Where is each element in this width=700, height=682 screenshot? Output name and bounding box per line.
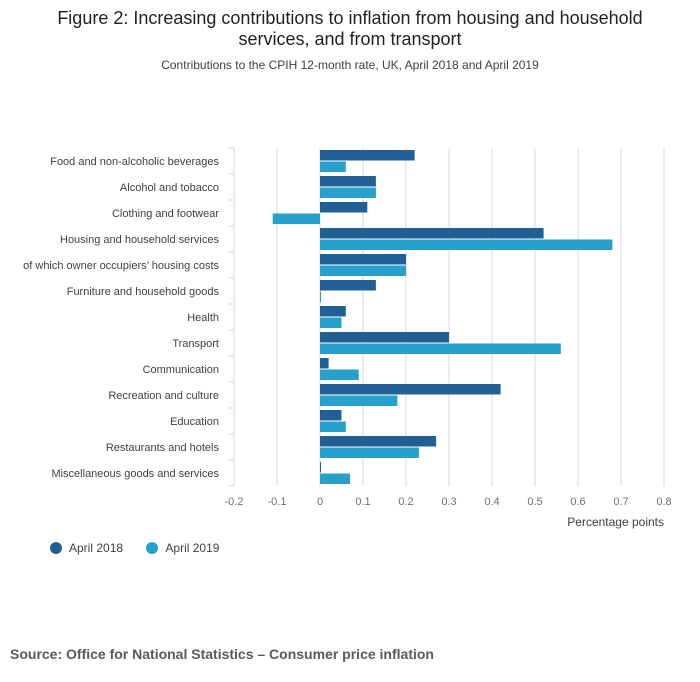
bar-april-2019 (320, 447, 419, 458)
x-tick-label: 0.7 (613, 496, 628, 508)
legend-item-april-2019: April 2019 (146, 541, 219, 555)
chart-title: Figure 2: Increasing contributions to in… (57, 8, 643, 49)
chart-subtitle: Contributions to the CPIH 12-month rate,… (161, 58, 539, 72)
legend-label: April 2018 (69, 541, 124, 555)
bar-april-2018 (320, 150, 415, 161)
category-label: Transport (172, 338, 219, 350)
bar-april-2019 (320, 239, 613, 250)
category-label: Clothing and footwear (112, 208, 219, 220)
bar-april-2018 (320, 280, 376, 291)
legend-label: April 2019 (165, 541, 220, 555)
bar-april-2018 (320, 462, 321, 473)
legend-item-april-2018: April 2018 (50, 541, 123, 555)
legend-marker-icon (146, 542, 159, 554)
category-label: Housing and household services (60, 234, 219, 246)
x-tick-label: 0.3 (441, 496, 456, 508)
bar-april-2018 (320, 228, 544, 239)
category-label: Furniture and household goods (67, 286, 220, 298)
bar-april-2019 (320, 395, 398, 406)
x-tick-label: 0.1 (355, 496, 370, 508)
x-tick-label: 0.6 (570, 496, 585, 508)
source-note: Source: Office for National Statistics –… (10, 646, 434, 662)
bar-april-2018 (320, 410, 342, 421)
bar-april-2018 (320, 332, 449, 343)
bar-april-2019 (320, 343, 561, 354)
bar-april-2018 (320, 176, 376, 187)
bar-april-2019 (320, 291, 321, 302)
bar-april-2018 (320, 202, 368, 213)
category-label: Alcohol and tobacco (120, 182, 219, 194)
bar-april-2019 (320, 161, 346, 172)
bar-april-2018 (320, 384, 501, 395)
bar-april-2018 (320, 436, 437, 447)
category-label: Communication (143, 364, 219, 376)
bar-april-2018 (320, 306, 346, 317)
category-label: Food and non-alcoholic beverages (50, 156, 219, 168)
bar-april-2018 (320, 358, 329, 369)
category-label: Education (170, 416, 219, 428)
bar-april-2019 (320, 265, 406, 276)
x-axis-title: Percentage points (567, 515, 664, 529)
bar-april-2019 (320, 317, 342, 328)
bar-april-2019 (320, 421, 346, 432)
legend-marker-icon (50, 542, 62, 554)
legend: April 2018 April 2019 (50, 541, 239, 557)
category-label: Miscellaneous goods and services (51, 468, 219, 480)
category-label: Restaurants and hotels (106, 442, 220, 454)
category-label: of which owner occupiers’ housing costs (23, 260, 219, 272)
x-tick-label: 0 (317, 496, 323, 508)
bar-april-2019 (272, 213, 320, 224)
bar-chart: -0.2 -0.1 0 0.1 0.2 0.3 0.4 0.5 0.6 0.7 0.8 Food an… (23, 147, 672, 529)
category-label: Recreation and culture (108, 390, 219, 402)
x-tick-label: 0.4 (484, 496, 499, 508)
x-tick-label: -0.1 (268, 496, 287, 508)
x-tick-label: -0.2 (225, 496, 244, 508)
bar-april-2019 (320, 473, 351, 484)
bar-april-2018 (320, 254, 406, 265)
x-tick-label: 0.2 (398, 496, 413, 508)
category-label: Health (187, 312, 219, 324)
bar-april-2019 (320, 187, 376, 198)
x-tick-label: 0.5 (527, 496, 542, 508)
x-tick-label: 0.8 (656, 496, 671, 508)
bar-april-2019 (320, 369, 359, 380)
